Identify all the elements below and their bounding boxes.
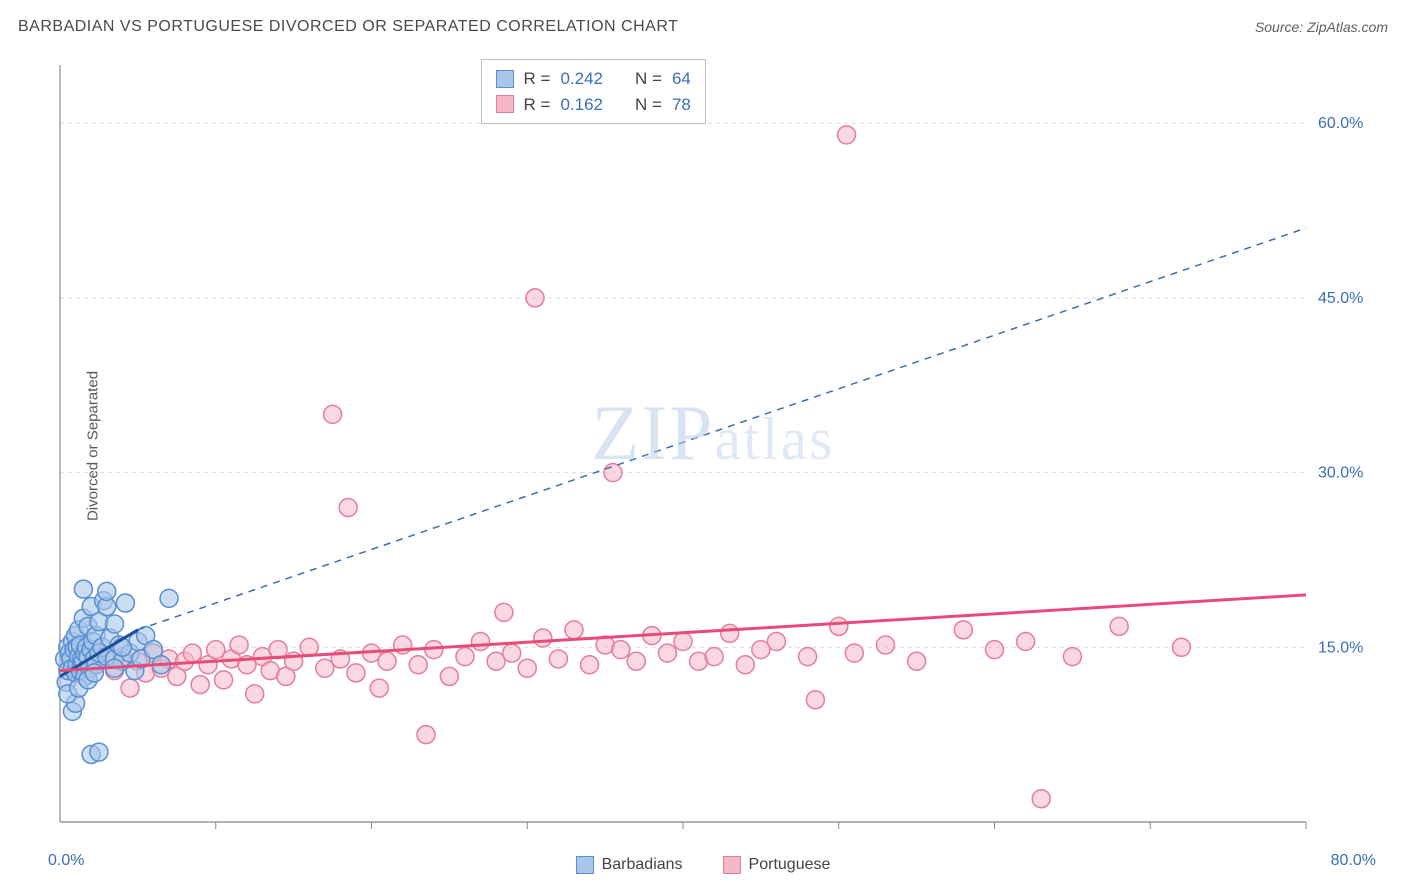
bottom-legend: Barbadians Portuguese	[0, 856, 1406, 874]
svg-text:45.0%: 45.0%	[1318, 290, 1363, 307]
legend-swatch-portuguese	[723, 856, 741, 874]
stats-swatch	[496, 70, 514, 88]
svg-text:60.0%: 60.0%	[1318, 115, 1363, 132]
legend-item-barbadians: Barbadians	[576, 856, 683, 874]
svg-text:15.0%: 15.0%	[1318, 639, 1363, 656]
stats-n-label: N =	[635, 92, 662, 118]
legend-label-barbadians: Barbadians	[602, 856, 683, 874]
chart-title: BARBADIAN VS PORTUGUESE DIVORCED OR SEPA…	[18, 18, 678, 36]
stats-r-value: 0.242	[560, 66, 603, 92]
stats-row: R = 0.242 N = 64	[496, 66, 691, 92]
stats-n-value: 78	[672, 92, 691, 118]
legend-item-portuguese: Portuguese	[723, 856, 831, 874]
stats-row: R = 0.162 N = 78	[496, 92, 691, 118]
stats-r-value: 0.162	[560, 92, 603, 118]
stats-swatch	[496, 95, 514, 113]
stats-r-label: R =	[524, 66, 551, 92]
scatter-chart-svg: 15.0% 30.0% 45.0% 60.0%	[50, 55, 1376, 842]
source-label: Source: ZipAtlas.com	[1255, 19, 1388, 35]
stats-legend-box: R = 0.242 N = 64 R = 0.162 N = 78	[481, 59, 706, 124]
legend-label-portuguese: Portuguese	[749, 856, 831, 874]
stats-n-label: N =	[635, 66, 662, 92]
stats-n-value: 64	[672, 66, 691, 92]
stats-r-label: R =	[524, 92, 551, 118]
legend-swatch-barbadians	[576, 856, 594, 874]
svg-text:30.0%: 30.0%	[1318, 465, 1363, 482]
plot-area: 15.0%30.0%45.0%60.0% ZIPatlas R =0.242N …	[50, 55, 1376, 842]
